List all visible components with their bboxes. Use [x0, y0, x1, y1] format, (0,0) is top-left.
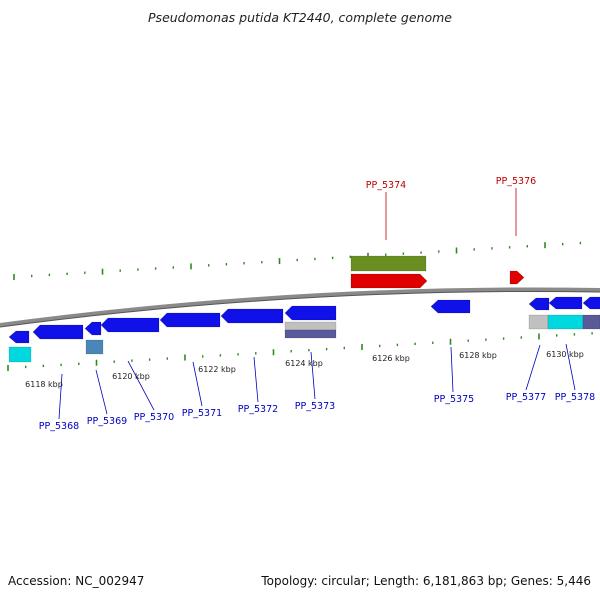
kbp-label-6120: 6120 kbp [112, 372, 150, 381]
callout-pp5371 [192, 361, 203, 407]
gene-label-pp5369[interactable]: PP_5369 [87, 416, 127, 427]
kbp-label-6126: 6126 kbp [372, 354, 410, 363]
rna-arrow-pp5376 [509, 270, 525, 285]
accession-text: Accession: NC_002947 [8, 574, 144, 588]
callout-pp5370 [127, 360, 155, 411]
map-title: Pseudomonas putida KT2440, complete geno… [148, 10, 452, 25]
gene-label-pp5376[interactable]: PP_5376 [496, 176, 536, 187]
gene-arrow-1 [8, 330, 30, 344]
callout-pp5373 [310, 351, 316, 400]
gene-arrow-pp5375 [430, 299, 471, 314]
feature-gray-2 [528, 314, 549, 330]
callout-pp5369 [95, 369, 108, 415]
kbp-label-6118: 6118 kbp [25, 380, 63, 389]
kbp-label-6130: 6130 kbp [546, 350, 584, 359]
callout-pp5378 [565, 343, 576, 391]
feature-slate-2 [582, 314, 600, 330]
gene-arrow-pp5370 [100, 317, 160, 333]
feature-track [8, 255, 600, 363]
gene-arrow-end [582, 296, 600, 310]
feature-slate-1 [284, 329, 337, 339]
kbp-label-6128: 6128 kbp [459, 351, 497, 360]
gene-arrow-pp5368 [32, 324, 84, 340]
gene-arrow-pp5378 [548, 296, 583, 310]
feature-cyan-2 [547, 314, 584, 330]
feature-cyan-1 [8, 346, 32, 363]
gene-label-pp5371[interactable]: PP_5371 [182, 408, 222, 419]
genome-backbone [0, 287, 600, 327]
callout-pp5375 [450, 346, 454, 393]
gene-label-pp5378[interactable]: PP_5378 [555, 392, 595, 403]
gene-arrow-pp5371 [159, 312, 221, 328]
gene-label-pp5372[interactable]: PP_5372 [238, 404, 278, 415]
gene-arrow-pp5372 [220, 308, 284, 324]
gene-arrow-pp5377 [528, 297, 550, 311]
outer-tick-ring [13, 241, 582, 280]
feature-olive [350, 255, 427, 272]
gene-label-pp5377[interactable]: PP_5377 [506, 392, 546, 403]
rna-arrow-pp5374 [350, 273, 428, 289]
callout-pp5372 [253, 356, 259, 403]
gene-label-pp5374[interactable]: PP_5374 [366, 180, 406, 191]
feature-gray-1 [284, 321, 337, 331]
gene-label-pp5375[interactable]: PP_5375 [434, 394, 474, 405]
callout-pp5368 [58, 373, 63, 420]
gene-callouts [58, 188, 576, 420]
inner-tick-ring [7, 332, 593, 371]
gene-arrow-pp5369 [84, 321, 102, 336]
gene-label-pp5373[interactable]: PP_5373 [295, 401, 335, 412]
genome-summary-text: Topology: circular; Length: 6,181,863 bp… [260, 574, 591, 588]
kbp-label-6122: 6122 kbp [198, 365, 236, 374]
kbp-label-6124: 6124 kbp [285, 359, 323, 368]
callout-pp5377 [525, 344, 541, 391]
gene-label-pp5368[interactable]: PP_5368 [39, 421, 79, 432]
feature-steelblue [85, 339, 104, 355]
gene-label-pp5370[interactable]: PP_5370 [134, 412, 174, 423]
gene-arrow-pp5373 [284, 305, 337, 321]
genome-backbone-shadow [0, 290, 600, 328]
